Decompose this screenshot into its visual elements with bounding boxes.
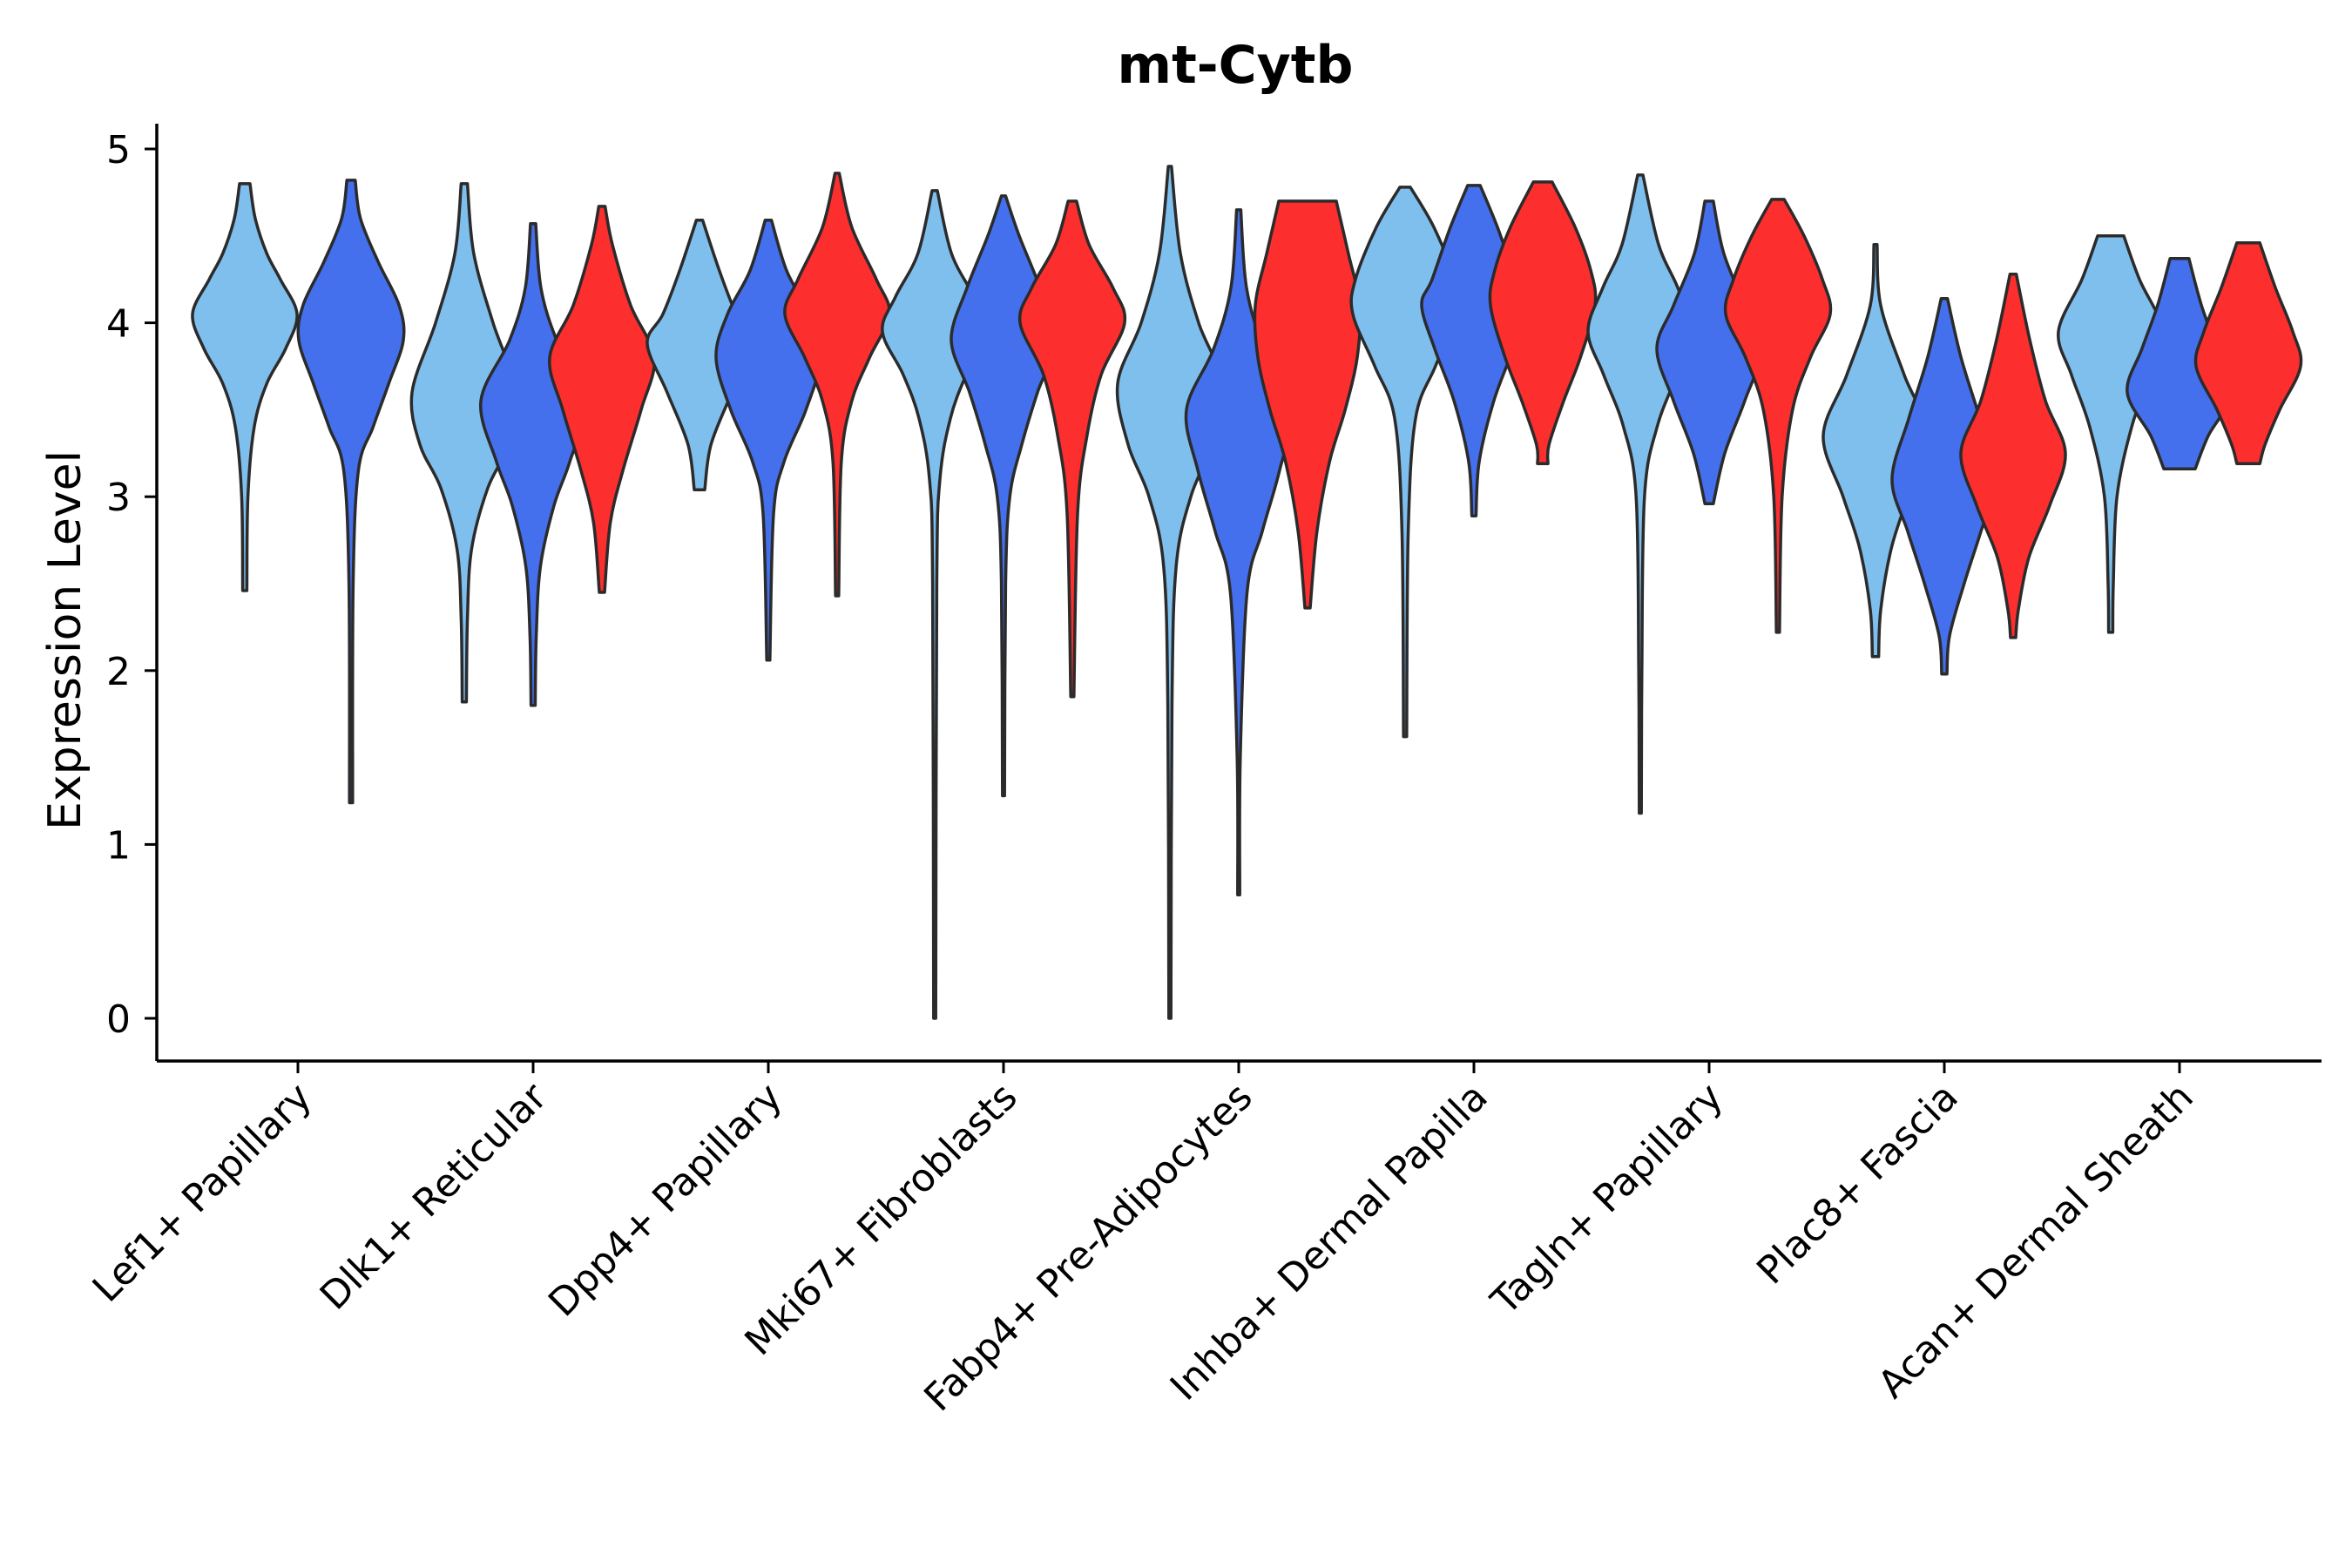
violin-mki67-fibroblasts-condition-c bbox=[1017, 199, 1127, 699]
violin-fabp4-pre-adipocytes-condition-a bbox=[1115, 165, 1225, 1020]
violin-plac8-fascia-condition-c bbox=[1959, 272, 2067, 639]
y-ticks: 0 1 2 3 4 5 bbox=[106, 128, 157, 1042]
violin-tagln-papillary-condition-a bbox=[1586, 173, 1694, 815]
violin-acan-dermal-sheath-condition-a bbox=[2057, 234, 2165, 634]
y-tick-label-0: 0 bbox=[106, 997, 131, 1042]
violin-acan-dermal-sheath-condition-c bbox=[2193, 241, 2303, 466]
violin-dlk1-reticular-condition-c bbox=[548, 205, 656, 594]
y-tick-label-3: 3 bbox=[106, 476, 131, 520]
y-tick-label-4: 4 bbox=[106, 302, 131, 347]
x-tick-label-dlk1-reticular: Dlk1+ Reticular bbox=[312, 1074, 557, 1319]
violin-lef1-papillary-condition-b bbox=[296, 179, 406, 805]
violin-tagln-papillary-condition-c bbox=[1723, 198, 1833, 634]
x-tick-label-lef1-papillary: Lef1+ Papillary bbox=[84, 1075, 321, 1311]
x-tick-label-tagln-papillary: Tagln+ Papillary bbox=[1483, 1075, 1732, 1324]
violin-dlk1-reticular-condition-b bbox=[479, 222, 587, 707]
violin-dpp4-papillary-condition-c bbox=[783, 172, 891, 598]
violin-plac8-fascia-condition-a bbox=[1821, 243, 1930, 659]
violin-fabp4-pre-adipocytes-condition-c bbox=[1253, 199, 1362, 610]
y-axis-label: Expression Level bbox=[39, 450, 91, 830]
violin-lef1-papillary-condition-a bbox=[191, 182, 299, 592]
y-tick-label-1: 1 bbox=[106, 823, 131, 868]
violins-layer bbox=[191, 165, 2303, 1020]
violin-inhba-dermal-papilla-condition-c bbox=[1488, 180, 1598, 466]
y-tick-label-2: 2 bbox=[106, 650, 131, 694]
x-tick-label-dpp4-papillary: Dpp4+ Papillary bbox=[540, 1075, 791, 1326]
x-tick-label-plac8-fascia: Plac8+ Fascia bbox=[1748, 1075, 1967, 1294]
y-tick-label-5: 5 bbox=[106, 128, 131, 172]
chart-title: mt-Cytb bbox=[1118, 35, 1354, 96]
